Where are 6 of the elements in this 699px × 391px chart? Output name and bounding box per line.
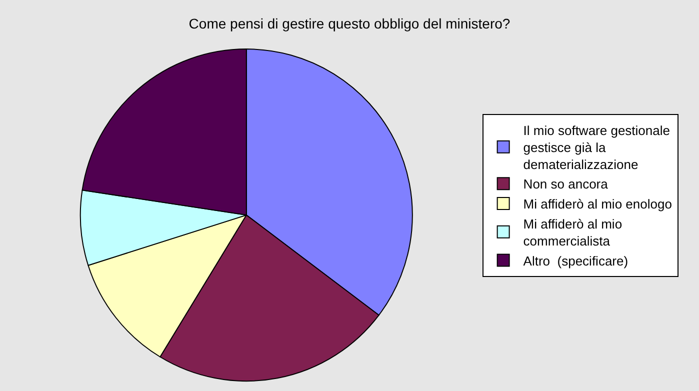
legend-label: Non so ancora xyxy=(523,176,609,192)
legend-label: Mi affiderò al mio enologo xyxy=(523,196,672,212)
legend-label: Il mio software gestionale gestisce già la dematerializzazione xyxy=(523,123,670,172)
legend-label: Altro (specificare) xyxy=(523,253,628,268)
chart-title: Come pensi di gestire questo obbligo del ministero? xyxy=(188,15,510,32)
legend-label: Mi affiderò al mio commercialista xyxy=(523,216,622,248)
